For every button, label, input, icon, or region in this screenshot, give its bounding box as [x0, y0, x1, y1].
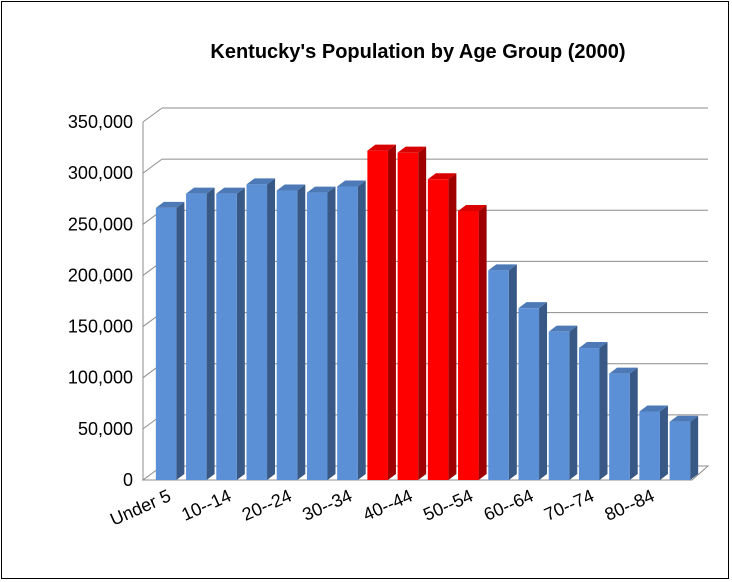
y-axis: 0 50,000 100,000 150,000 200,000 250,000 300,0… [68, 112, 133, 490]
x-tick-label: 10--14 [179, 485, 235, 524]
bar-top [488, 264, 517, 271]
bar-front [155, 207, 177, 481]
bar [488, 264, 517, 480]
bar [367, 144, 396, 480]
y-tick-label: 150,000 [68, 317, 133, 337]
bar-front [578, 348, 600, 480]
y-tick-label: 200,000 [68, 265, 133, 285]
bar-front [669, 421, 691, 480]
bar [276, 184, 306, 480]
floor [141, 465, 710, 481]
bar-side [569, 325, 578, 480]
bar-front [246, 184, 268, 480]
bar-side [599, 342, 608, 480]
bar-front [186, 193, 207, 480]
bar [639, 405, 668, 480]
bar-top [609, 367, 638, 374]
bar-top [518, 302, 548, 309]
bar-top [639, 405, 668, 412]
bar-top [155, 201, 185, 208]
plot-walls [141, 122, 710, 481]
bar [155, 201, 185, 481]
bar [458, 204, 487, 480]
y-tick-label: 0 [123, 470, 133, 490]
bar [518, 302, 548, 480]
x-axis: Under 5 10--14 20--24 30--34 40--44 50--54 60-… [107, 485, 657, 529]
bar-side [297, 184, 306, 480]
bar-side [267, 178, 276, 480]
bar-top [458, 204, 487, 211]
bar-top [367, 144, 396, 151]
bar-side [357, 180, 366, 480]
x-tick-label: 50--54 [420, 485, 476, 524]
bar-top [186, 187, 215, 194]
bar-top [578, 342, 608, 349]
bar-side [448, 173, 457, 480]
bar [609, 367, 638, 480]
bar-top [337, 180, 366, 187]
bar [669, 415, 699, 480]
y-tick-label: 250,000 [68, 214, 133, 234]
bar-side [629, 367, 638, 480]
bar-side [478, 204, 487, 480]
bar-top [548, 325, 578, 332]
x-tick-label: Under 5 [107, 485, 174, 529]
bar-front [306, 192, 328, 480]
bar-side [508, 264, 517, 480]
chart-title: Kentucky's Population by Age Group (2000… [210, 41, 625, 63]
bar-front [367, 150, 388, 480]
bar [548, 325, 578, 480]
y-tick-label: 300,000 [68, 163, 133, 183]
bar [216, 187, 245, 480]
bar-front [276, 190, 298, 480]
bar [306, 186, 336, 480]
bar [337, 180, 366, 480]
bar-top [669, 415, 699, 422]
bar-side [327, 186, 336, 480]
bars [155, 144, 699, 481]
bar [186, 187, 215, 480]
bar-top [216, 187, 245, 194]
gridline-diagonal [142, 107, 163, 123]
bar-side [659, 405, 668, 480]
gridline-diagonal [142, 158, 163, 174]
bar-top [397, 146, 427, 153]
bar-side [387, 144, 396, 480]
x-tick-label: 80--84 [602, 485, 658, 524]
bar-front [639, 411, 660, 480]
bar [246, 178, 276, 480]
bar-front [458, 210, 479, 480]
x-tick-label: 20--24 [239, 485, 295, 524]
x-tick-label: 70--74 [541, 485, 597, 524]
y-tick-label: 350,000 [68, 112, 133, 132]
bar-front [397, 152, 419, 480]
bar-side [539, 302, 548, 480]
bar-top [246, 178, 276, 185]
bar-side [206, 187, 215, 480]
bar [427, 173, 457, 480]
bar [578, 342, 608, 480]
y-tick-label: 100,000 [68, 368, 133, 388]
bar-side [236, 187, 245, 480]
y-tick-label: 50,000 [78, 419, 133, 439]
bar-top [306, 186, 336, 193]
bar-front [337, 186, 358, 480]
bar [397, 146, 427, 480]
bar-front [488, 270, 509, 480]
bar-side [690, 415, 699, 480]
bar-top [276, 184, 306, 191]
bar-front [216, 193, 237, 480]
x-tick-label: 40--44 [360, 485, 416, 524]
x-tick-label: 60--64 [481, 485, 537, 524]
x-tick-label: 30--34 [299, 485, 355, 524]
bar-front [518, 308, 540, 480]
bar-front [427, 179, 449, 480]
bar-side [176, 201, 185, 481]
bar-front [609, 373, 630, 480]
bar-top [427, 173, 457, 180]
bar-front [548, 331, 570, 480]
bar-side [418, 146, 427, 480]
